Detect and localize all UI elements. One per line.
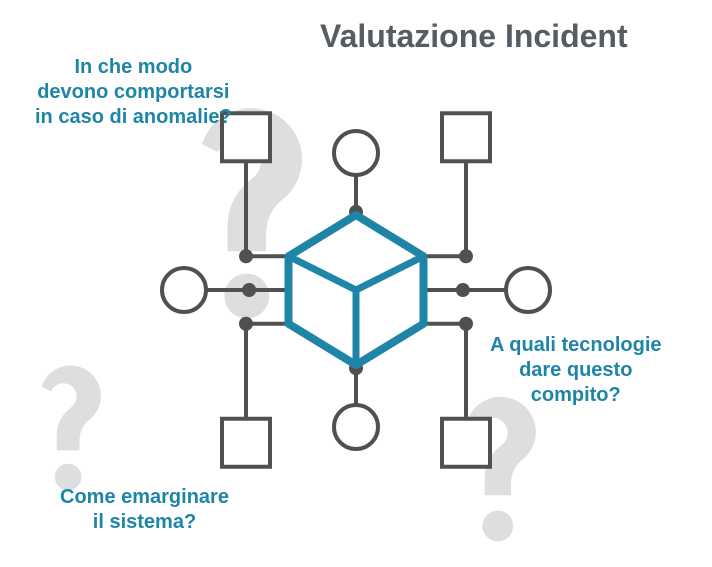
page-title: Valutazione Incident — [320, 18, 628, 55]
question-technologies: A quali tecnologiedare questocompito? — [490, 333, 662, 408]
question-anomalies: In che mododevono comportarsiin caso di … — [35, 55, 232, 130]
question-marginalize: Come emarginareil sistema? — [60, 485, 229, 535]
